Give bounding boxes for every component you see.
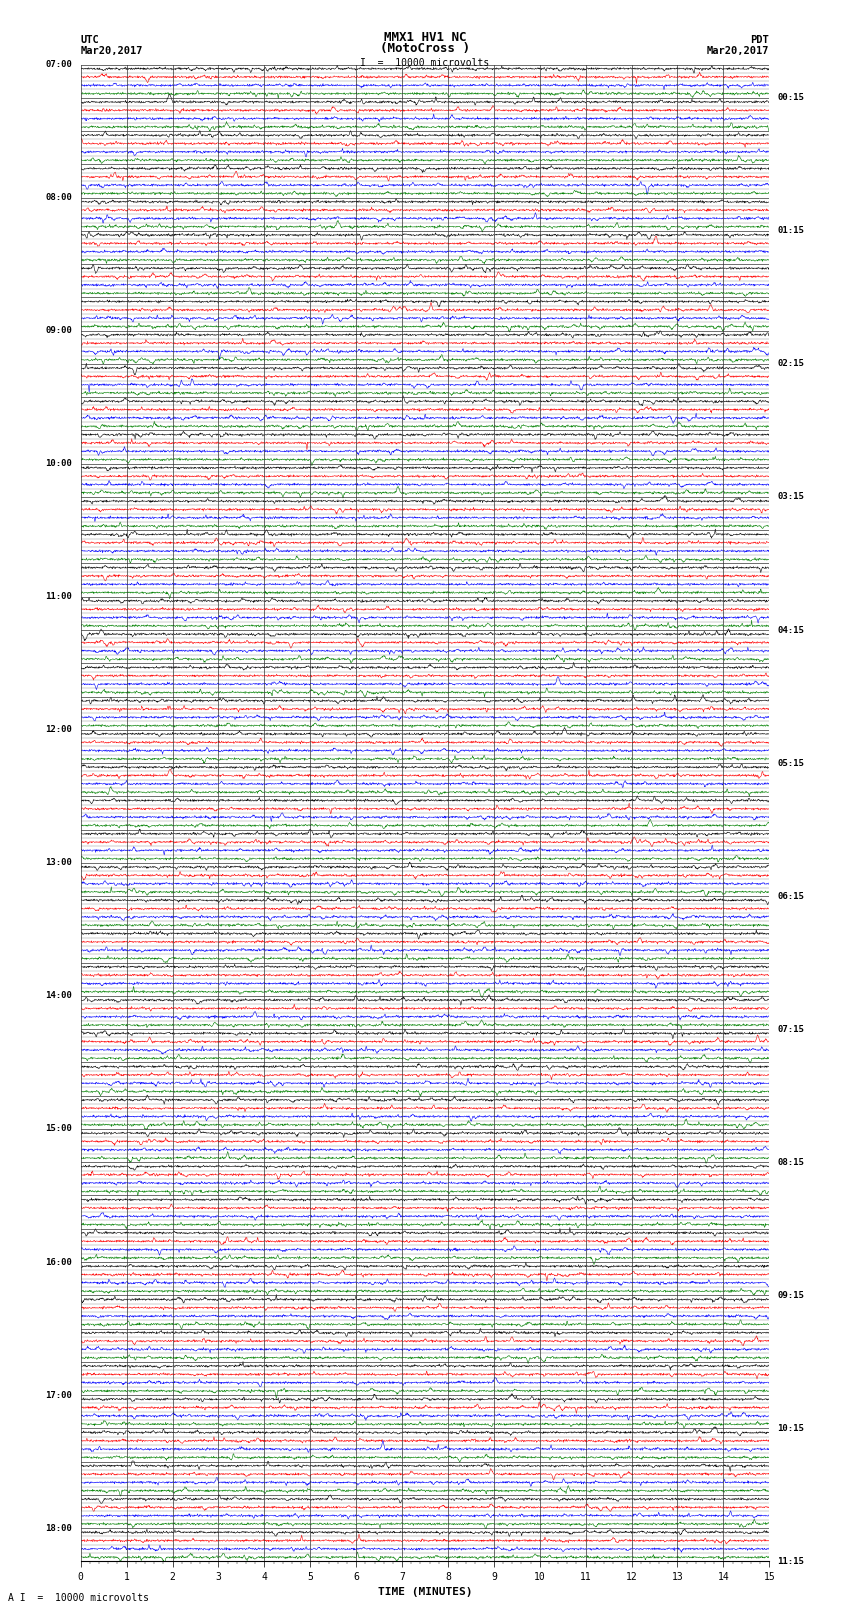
Text: 07:00: 07:00 [46,60,72,69]
Text: 11:15: 11:15 [778,1557,804,1566]
Text: 08:15: 08:15 [778,1158,804,1166]
Text: 11:00: 11:00 [46,592,72,602]
Text: 18:00: 18:00 [46,1524,72,1532]
Text: Mar20,2017: Mar20,2017 [706,47,769,56]
Text: A I  =  10000 microvolts: A I = 10000 microvolts [8,1594,150,1603]
Text: 05:15: 05:15 [778,758,804,768]
Text: 09:00: 09:00 [46,326,72,336]
Text: (MotoCross ): (MotoCross ) [380,42,470,55]
Text: 06:15: 06:15 [778,892,804,900]
Text: 15:00: 15:00 [46,1124,72,1134]
Text: 08:00: 08:00 [46,194,72,202]
Text: I  =  10000 microvolts: I = 10000 microvolts [360,58,490,68]
Text: 01:15: 01:15 [778,226,804,235]
X-axis label: TIME (MINUTES): TIME (MINUTES) [377,1587,473,1597]
Text: 02:15: 02:15 [778,360,804,368]
Text: 16:00: 16:00 [46,1258,72,1266]
Text: 13:00: 13:00 [46,858,72,868]
Text: 14:00: 14:00 [46,992,72,1000]
Text: 09:15: 09:15 [778,1290,804,1300]
Text: 07:15: 07:15 [778,1024,804,1034]
Text: PDT: PDT [751,35,769,45]
Text: 10:00: 10:00 [46,460,72,468]
Text: 00:15: 00:15 [778,94,804,102]
Text: 04:15: 04:15 [778,626,804,634]
Text: Mar20,2017: Mar20,2017 [81,47,144,56]
Text: 10:15: 10:15 [778,1424,804,1432]
Text: MMX1 HV1 NC: MMX1 HV1 NC [383,31,467,44]
Text: 17:00: 17:00 [46,1390,72,1400]
Text: 03:15: 03:15 [778,492,804,502]
Text: UTC: UTC [81,35,99,45]
Text: 12:00: 12:00 [46,726,72,734]
